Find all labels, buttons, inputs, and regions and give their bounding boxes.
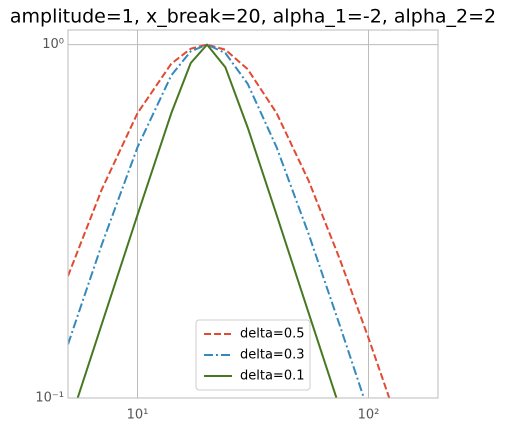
plot-frame — [67, 29, 439, 399]
x-tick-label: 10¹ — [127, 408, 149, 423]
series-line — [68, 43, 391, 398]
series-line — [76, 43, 338, 398]
legend: delta=0.5 delta=0.3 delta=0.1 — [195, 319, 311, 391]
chart-title: amplitude=1, x_break=20, alpha_1=-2, alp… — [10, 6, 496, 28]
series-line — [68, 43, 365, 398]
y-tick-label: 10⁰ — [42, 37, 64, 52]
legend-label: delta=0.1 — [240, 369, 305, 384]
legend-box — [195, 319, 311, 391]
legend-label: delta=0.5 — [240, 327, 305, 342]
legend-label: delta=0.3 — [240, 348, 305, 363]
y-tick-label: 10⁻¹ — [35, 391, 64, 406]
x-tick-label: 10² — [358, 408, 380, 423]
